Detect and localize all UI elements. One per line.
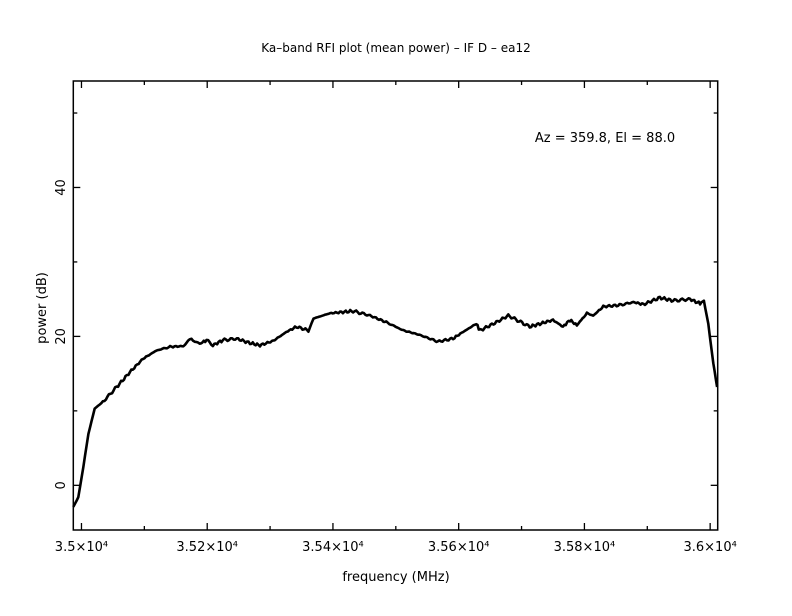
x-tick-label: 3.6×10⁴ <box>683 540 736 555</box>
plot-frame <box>72 80 719 531</box>
x-tick-label: 3.56×10⁴ <box>428 540 490 555</box>
x-tick-label: 3.58×10⁴ <box>554 540 616 555</box>
y-tick-label: 20 <box>54 328 69 345</box>
y-tick-label: 0 <box>54 481 69 489</box>
series-line-mean-power <box>72 295 719 508</box>
annotation-az-el: Az = 359.8, El = 88.0 <box>535 131 675 146</box>
tick-labels: 3.5×10⁴ 3.52×10⁴ 3.54×10⁴ 3.56×10⁴ 3.58×10⁴ 3… <box>54 179 737 555</box>
x-axis-label: frequency (MHz) <box>342 570 449 585</box>
chart-title: Ka–band RFI plot (mean power) – IF D – e… <box>261 41 530 55</box>
x-tick-label: 3.54×10⁴ <box>302 540 364 555</box>
y-tick-label: 40 <box>54 179 69 196</box>
y-axis-label: power (dB) <box>35 272 50 344</box>
x-tick-label: 3.52×10⁴ <box>176 540 238 555</box>
x-tick-label: 3.5×10⁴ <box>55 540 108 555</box>
